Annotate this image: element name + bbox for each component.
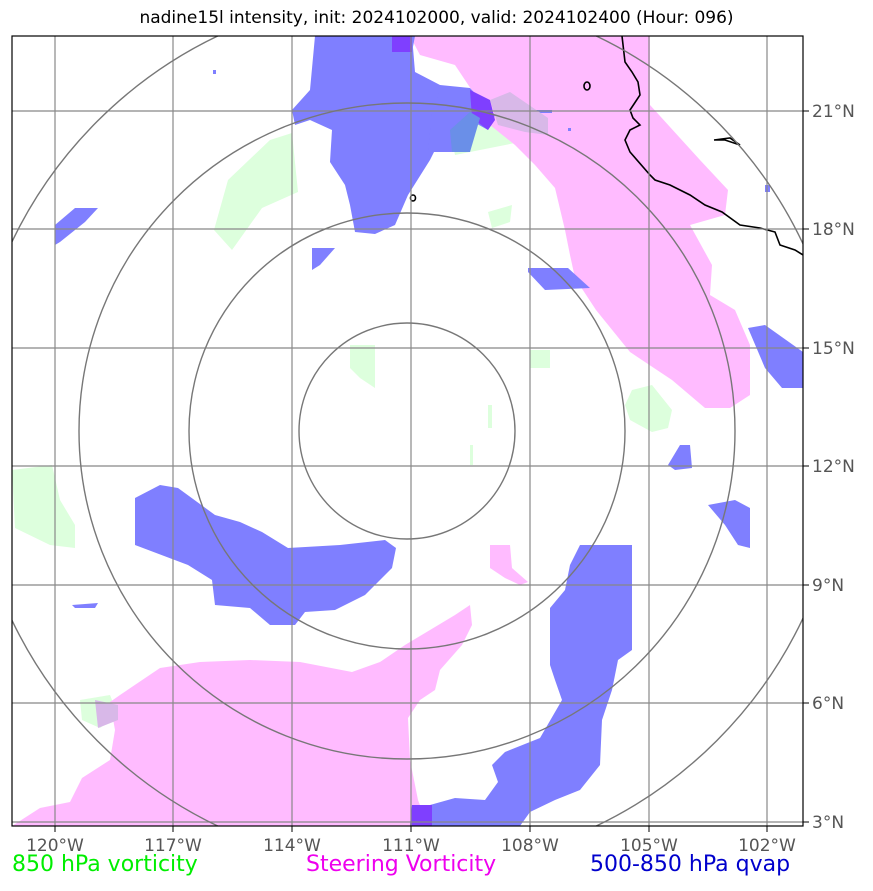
lon-label: 114°W <box>263 836 321 856</box>
legend-qvap: 500-850 hPa qvap <box>590 852 791 877</box>
lat-label: 18°N <box>812 220 855 240</box>
lon-label: 117°W <box>144 836 202 856</box>
lat-label: 21°N <box>812 102 855 122</box>
legend-850-vorticity: 850 hPa vorticity <box>12 852 198 877</box>
map-frame <box>11 35 804 827</box>
lat-label: 9°N <box>812 576 844 596</box>
latitude-labels: 21°N 18°N 15°N 12°N 9°N 6°N 3°N <box>812 102 855 833</box>
lon-label: 102°W <box>738 836 796 856</box>
range-rings <box>12 36 803 826</box>
legend-steering-vorticity: Steering Vorticity <box>306 852 497 877</box>
lat-label: 6°N <box>812 694 844 714</box>
lat-label: 15°N <box>812 339 855 359</box>
lat-label: 3°N <box>812 813 844 833</box>
tick-marks <box>54 110 809 832</box>
gridlines <box>12 36 803 826</box>
longitude-labels: 120°W 117°W 114°W 111°W 108°W 105°W 102°… <box>26 836 796 856</box>
lon-label: 120°W <box>26 836 84 856</box>
overlap-patches <box>95 36 548 826</box>
lon-label: 111°W <box>382 836 440 856</box>
map-title: nadine15l intensity, init: 2024102000, v… <box>139 8 734 28</box>
lon-label: 105°W <box>620 836 678 856</box>
lon-label: 108°W <box>501 836 559 856</box>
lat-label: 12°N <box>812 457 855 477</box>
steering-vorticity-layer <box>12 36 750 826</box>
qvap-layer <box>55 36 803 826</box>
